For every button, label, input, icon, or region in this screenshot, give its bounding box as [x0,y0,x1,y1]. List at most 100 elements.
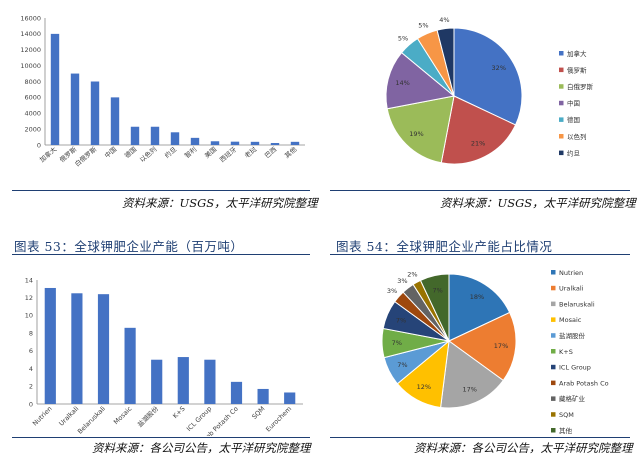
company-bar [97,294,110,404]
country-pie-legend-swatch [559,150,564,156]
company-x-tick-label: Nutrien [31,405,54,428]
country-pie-legend-label: 加拿大 [567,49,587,58]
company-bar [177,357,189,404]
country-pie-legend-swatch [559,100,564,106]
company-pie-legend-swatch [551,270,556,275]
company-pie-legend-swatch [551,301,556,307]
country-x-tick-label: 巴西 [263,145,278,160]
country-pie-legend-label: 俄罗斯 [567,65,587,74]
top-left-rule [12,190,310,191]
company-pie-legend-label: Arab Potash Co [559,379,609,387]
country-y-tick-label: 16000 [20,14,41,22]
country-bar [250,141,260,145]
company-y-tick-label: 14 [25,276,33,284]
company-pie-chart: 18%17%17%12%7%7%7%3%3%2%7%NutrienUralkal… [381,269,609,435]
top-left-source: 资料来源：USGS，太平洋研究院整理 [122,196,318,210]
country-x-tick-label: 以色列 [138,145,159,164]
country-pie-legend-swatch [559,117,564,122]
figure-53-title: 图表 53：全球钾肥企业产能（百万吨） [14,239,244,254]
company-pie-legend-label: Nutrien [559,269,583,277]
company-pie-legend-label: 其他 [559,426,573,435]
country-pie-slice [436,27,455,97]
company-pie-slice-label: 7% [397,361,407,369]
company-bar [124,327,136,404]
country-bar [210,141,220,145]
company-pie-slice-label: 18% [470,293,484,301]
country-pie-slice-label: 14% [395,79,409,87]
figure-54-title: 图表 54：全球钾肥企业产能占比情况 [336,239,553,254]
company-pie-legend-swatch [551,285,556,291]
country-bar [110,97,120,145]
country-x-tick-label: 智利 [183,145,199,160]
company-pie-legend-swatch [551,412,556,417]
company-pie-legend-label: Uralkali [559,285,584,293]
company-pie-slice-label: 7% [392,339,402,347]
country-x-tick-label: 西班牙 [218,144,239,164]
company-x-tick-label: Mosaic [112,404,134,426]
company-y-tick-label: 0 [29,400,33,408]
company-pie-legend-swatch [551,364,556,370]
bottom-right-source: 资料来源：各公司公告，太平洋研究院整理 [414,441,633,455]
country-x-tick-label: 其他 [283,144,299,160]
company-bar [204,359,216,404]
company-pie-slice [448,311,517,382]
company-x-tick-label: SQM [250,405,266,421]
country-x-tick-label: 美国 [203,145,219,160]
company-pie-slice-label: 3% [397,277,407,285]
top-right-rule [330,190,630,191]
country-pie-legend-label: 以色列 [567,132,587,141]
company-y-tick-label: 8 [29,329,33,337]
country-bar [270,143,280,145]
country-x-tick-label: 老挝 [243,144,259,160]
company-pie-legend-label: ICL Group [559,364,591,372]
company-pie-legend-swatch [551,333,556,338]
country-pie-slice [385,51,456,110]
country-y-tick-label: 12000 [20,46,41,54]
country-bar [130,126,140,145]
country-pie-slice-label: 4% [439,16,449,24]
company-pie-legend-label: Belaruskali [559,300,595,308]
company-pie-slice [440,340,504,409]
company-pie-legend-label: 藏格矿业 [559,394,586,403]
company-pie-legend-label: 盐湖股份 [559,331,586,340]
country-y-tick-label: 2000 [24,125,41,133]
company-x-tick-label: Eurochem [264,405,293,434]
company-bar [151,359,163,404]
company-y-tick-label: 2 [29,383,33,391]
company-pie-legend-swatch [551,428,556,433]
company-pie-legend-label: K+S [559,348,573,356]
company-y-tick-label: 6 [29,347,33,355]
company-pie-slice-label: 7% [396,317,406,325]
country-pie-legend-label: 约旦 [567,148,581,157]
country-y-tick-label: 14000 [20,30,41,38]
bottom-right-panel: 图表 54：全球钾肥企业产能占比情况 18% 17% 17% 12% 7% 7% 7% 3% 3… [320,228,640,457]
country-pie-slice-label: 5% [398,35,408,43]
company-pie-legend-swatch [551,396,556,401]
country-pie-legend-swatch [559,134,564,139]
country-x-tick-label: 德国 [123,145,139,160]
company-pie-slice-label: 3% [387,287,397,295]
country-bar [50,33,60,145]
country-y-tick-label: 4000 [24,110,41,118]
country-pie-slice [453,27,523,126]
country-bar-chart: 0200040006000800010000120001400016000加拿大… [20,14,305,168]
country-pie-slice-label: 19% [409,130,423,138]
country-bar [170,132,180,145]
company-pie-slice [419,273,450,342]
bottom-left-panel: 图表 53：全球钾肥企业产能（百万吨） 0 2 4 6 8 10 12 14 Nutrien Ur… [0,228,320,457]
country-pie-legend-swatch [559,67,564,73]
country-pie-slice [386,95,455,164]
company-pie-legend-label: SQM [559,411,574,419]
company-pie-legend-swatch [551,317,556,322]
country-bar [290,141,300,145]
company-pie-slice-label: 17% [494,342,508,350]
company-pie-slice-label: 2% [407,271,417,279]
bottom-left-title-rule [12,254,310,255]
country-x-tick-label: 白俄罗斯 [73,144,99,168]
country-bar [70,73,80,145]
country-pie-slice [440,95,517,165]
country-y-tick-label: 10000 [20,62,41,70]
company-x-tick-label: Uralkali [57,405,80,428]
bottom-left-rule [12,437,310,438]
